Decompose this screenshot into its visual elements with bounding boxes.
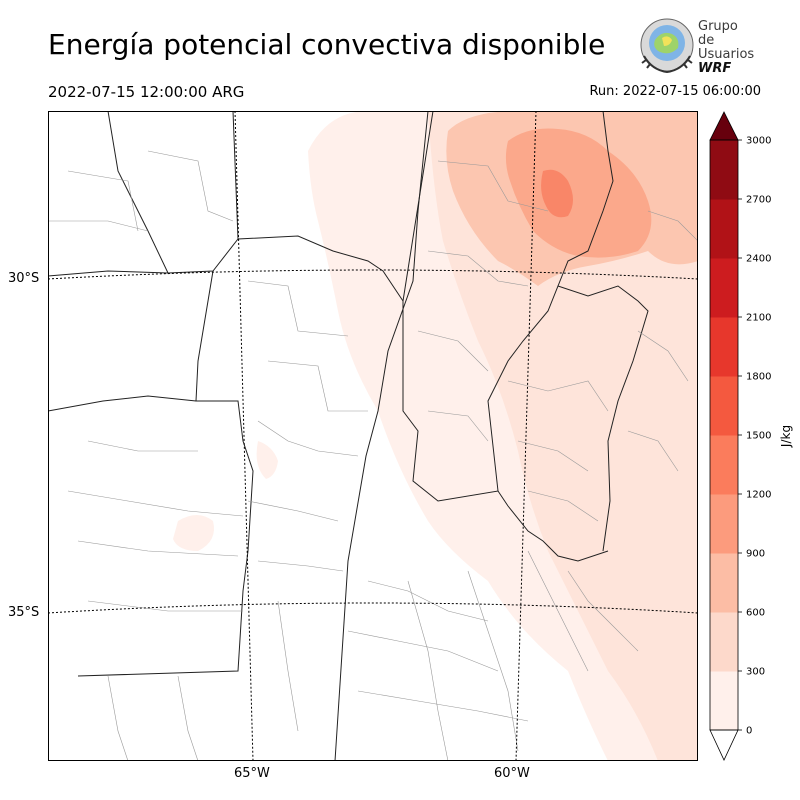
cape-shade-west-patch	[173, 515, 214, 551]
wrf-globe-icon	[640, 18, 694, 74]
colorbar-tick-label: 300	[746, 667, 765, 678]
cape-shade-high	[505, 128, 652, 258]
colorbar-tick-label: 0	[746, 726, 752, 737]
colorbar-tick-label: 1500	[746, 431, 771, 442]
colorbar: 0 300 600 900 1200 1500 1800 2100 2400 2700 3000 J…	[709, 111, 793, 761]
colorbar-tick-label: 900	[746, 549, 765, 560]
colorbar-bin	[710, 612, 738, 672]
colorbar-bin	[710, 553, 738, 613]
lat-line-35s	[48, 602, 698, 614]
colorbar-bin	[710, 199, 738, 259]
colorbar-bin	[710, 140, 738, 200]
colorbar-bin	[710, 671, 738, 731]
lon-label-60w: 60°W	[494, 766, 530, 781]
lat-line-30s	[48, 269, 698, 280]
lat-label-35s: 35°S	[8, 605, 40, 620]
logo-line1: Grupo de	[698, 19, 738, 48]
colorbar-bin	[710, 317, 738, 377]
colorbar-bin	[710, 435, 738, 495]
logo-line2: Usuarios	[698, 47, 755, 62]
valid-time: 2022-07-15 12:00:00 ARG	[48, 83, 245, 101]
wrf-users-logo: Grupo de Usuarios WRF	[638, 16, 758, 76]
colorbar-extend-max	[709, 111, 739, 141]
map-title: Energía potencial convectiva disponible	[48, 28, 606, 61]
lat-label-30s: 30°S	[8, 271, 40, 286]
colorbar-tick-label: 2700	[746, 195, 771, 206]
logo-text: Grupo de Usuarios WRF	[698, 20, 758, 76]
cape-map	[48, 111, 698, 761]
colorbar-tick-label: 600	[746, 608, 765, 619]
run-time: Run: 2022-07-15 06:00:00	[589, 84, 761, 99]
cape-shade-low	[428, 111, 698, 761]
colorbar-tick-label: 2100	[746, 313, 771, 324]
graticule	[48, 111, 698, 761]
colorbar-bin	[710, 258, 738, 318]
lon-line-60w	[515, 111, 537, 761]
logo-line3: WRF	[698, 61, 732, 76]
colorbar-ticks: 0 300 600 900 1200 1500 1800 2100 2400 2700 3000	[738, 136, 771, 737]
lon-label-65w: 65°W	[234, 766, 270, 781]
colorbar-bins	[710, 140, 738, 731]
province-borders	[48, 111, 649, 761]
colorbar-tick-label: 3000	[746, 136, 771, 147]
department-boundaries	[48, 150, 698, 761]
lon-line-65w	[234, 111, 254, 761]
cape-shade-west-patch-2	[256, 441, 278, 479]
colorbar-bin	[710, 494, 738, 554]
colorbar-tick-label: 2400	[746, 254, 771, 265]
cape-shade-peak	[541, 169, 573, 218]
colorbar-unit-label: J/kg	[779, 425, 793, 448]
colorbar-tick-label: 1200	[746, 490, 771, 501]
colorbar-extend-min	[709, 729, 739, 761]
map-frame	[48, 111, 698, 761]
colorbar-tick-label: 1800	[746, 372, 771, 383]
colorbar-bin	[710, 376, 738, 436]
